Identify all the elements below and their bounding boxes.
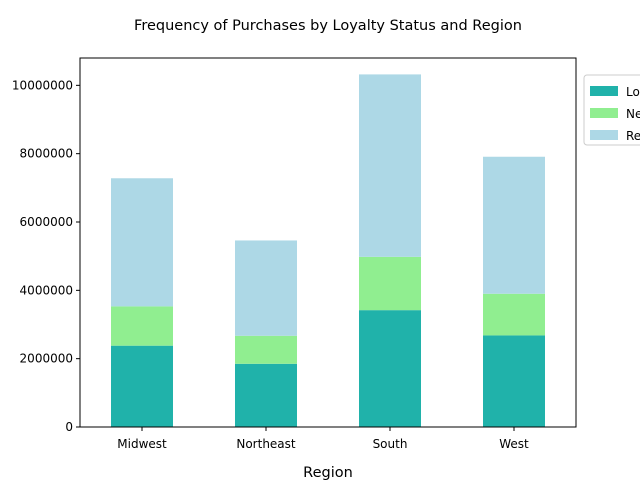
x-tick-label: South xyxy=(373,437,408,451)
x-tick-label: Midwest xyxy=(117,437,167,451)
bar-northeast-series-1 xyxy=(235,363,297,427)
y-tick-label: 0 xyxy=(65,420,73,434)
bar-west-series-1 xyxy=(483,335,545,427)
y-tick-label: 6000000 xyxy=(20,215,73,229)
y-tick-label: 2000000 xyxy=(20,352,73,366)
bar-midwest-series-1 xyxy=(111,345,173,427)
x-tick-label: Northeast xyxy=(236,437,296,451)
plot-frame xyxy=(79,57,577,428)
legend-swatch xyxy=(590,130,618,140)
bars-layer xyxy=(111,74,545,427)
x-tick-label: West xyxy=(499,437,529,451)
legend-swatch xyxy=(590,108,618,118)
y-axis: 0 2000000 4000000 6000000 8000000 10000000 xyxy=(12,78,80,434)
legend-label: Ne xyxy=(626,107,640,121)
bar-south-series-3 xyxy=(359,74,421,257)
bar-west-series-2 xyxy=(483,293,545,336)
bar-south-series-2 xyxy=(359,256,421,311)
bar-northeast-series-3 xyxy=(235,240,297,336)
y-tick-label: 4000000 xyxy=(20,283,73,297)
bar-midwest-series-3 xyxy=(111,178,173,307)
x-axis: Midwest Northeast South West xyxy=(117,427,529,451)
y-tick-label: 8000000 xyxy=(20,147,73,161)
legend-label: Re xyxy=(626,129,640,143)
legend-label: Lo xyxy=(626,85,640,99)
y-tick-label: 10000000 xyxy=(12,78,73,92)
bar-northeast-series-2 xyxy=(235,335,297,364)
chart-title: Frequency of Purchases by Loyalty Status… xyxy=(134,18,522,34)
bar-midwest-series-2 xyxy=(111,306,173,346)
bar-west-series-3 xyxy=(483,156,545,294)
legend: Lo Ne Re xyxy=(583,74,640,146)
bar-south-series-1 xyxy=(359,310,421,427)
x-axis-label: Region xyxy=(303,465,353,480)
legend-swatch xyxy=(590,86,618,96)
